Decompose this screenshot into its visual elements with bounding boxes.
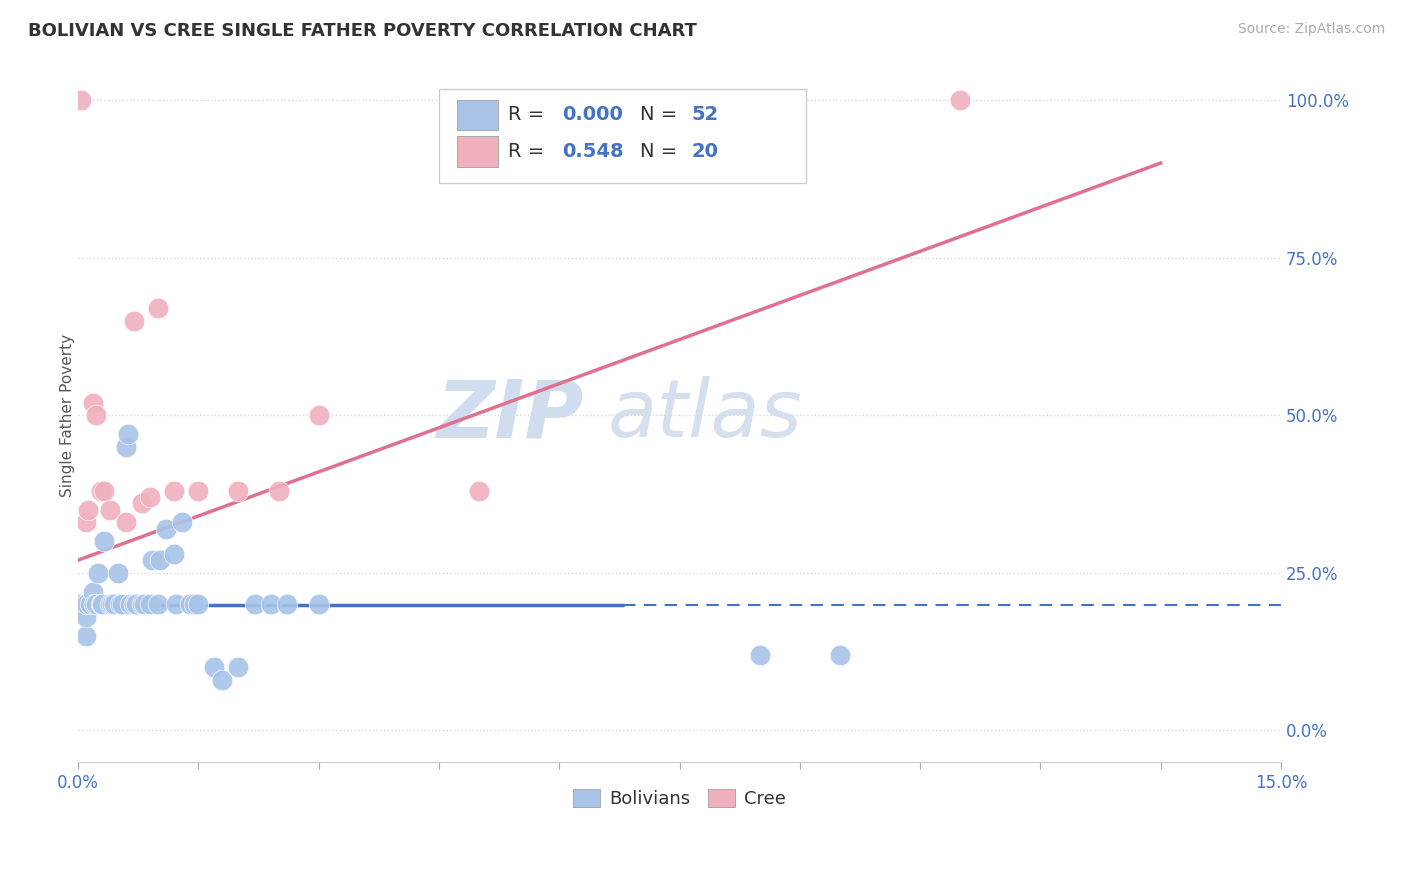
Point <box>308 408 330 422</box>
Point <box>179 597 201 611</box>
Point <box>141 553 163 567</box>
Point <box>75 516 97 530</box>
Point <box>165 597 187 611</box>
Text: R =: R = <box>508 105 550 125</box>
Point <box>115 516 138 530</box>
Point <box>87 566 110 580</box>
Legend: Bolivians, Cree: Bolivians, Cree <box>565 781 793 815</box>
Point <box>82 395 104 409</box>
Point <box>267 483 290 498</box>
Point <box>111 597 134 611</box>
Point <box>76 502 98 516</box>
Point <box>187 483 209 498</box>
Y-axis label: Single Father Poverty: Single Father Poverty <box>59 334 75 497</box>
Point <box>276 597 298 611</box>
Point <box>468 483 491 498</box>
Point <box>163 547 186 561</box>
Point <box>122 597 145 611</box>
Point <box>139 597 162 611</box>
Point <box>949 93 972 107</box>
Point <box>101 597 124 611</box>
Text: Source: ZipAtlas.com: Source: ZipAtlas.com <box>1237 22 1385 37</box>
Point <box>132 597 155 611</box>
Point <box>163 483 186 498</box>
Point <box>83 597 105 611</box>
Point <box>69 597 91 611</box>
Point <box>91 597 114 611</box>
Point <box>69 597 91 611</box>
Point <box>148 597 170 611</box>
Text: R =: R = <box>508 142 557 161</box>
Point <box>149 553 172 567</box>
Point <box>103 597 125 611</box>
Point <box>122 313 145 327</box>
Point <box>107 566 129 580</box>
Text: N =: N = <box>640 142 683 161</box>
Point <box>115 440 138 454</box>
Point <box>131 597 153 611</box>
Point <box>75 629 97 643</box>
Point <box>308 597 330 611</box>
Point <box>75 610 97 624</box>
Point <box>69 597 91 611</box>
Text: 0.548: 0.548 <box>561 142 623 161</box>
Point <box>90 597 112 611</box>
Point <box>91 597 114 611</box>
Point <box>75 597 97 611</box>
Point <box>79 597 101 611</box>
Point <box>98 502 121 516</box>
Point <box>243 597 266 611</box>
Point <box>84 597 107 611</box>
Text: ZIP: ZIP <box>436 376 583 454</box>
Text: atlas: atlas <box>607 376 801 454</box>
Point <box>155 522 177 536</box>
Point <box>98 597 121 611</box>
Point <box>228 483 250 498</box>
Point <box>172 516 194 530</box>
Point <box>75 597 97 611</box>
FancyBboxPatch shape <box>439 89 806 183</box>
Point <box>183 597 205 611</box>
Point <box>90 483 112 498</box>
Text: 20: 20 <box>692 142 718 161</box>
Point <box>211 673 233 687</box>
Point <box>131 496 153 510</box>
Point <box>259 597 281 611</box>
Point <box>69 93 91 107</box>
Point <box>125 597 148 611</box>
Point <box>187 597 209 611</box>
Point <box>75 597 97 611</box>
Point <box>69 597 91 611</box>
Point <box>108 597 131 611</box>
Point <box>93 534 115 549</box>
Point <box>139 490 162 504</box>
Point <box>120 597 142 611</box>
Point <box>748 648 770 662</box>
Point <box>93 483 115 498</box>
Point <box>117 427 139 442</box>
Point <box>204 660 226 674</box>
Point <box>75 597 97 611</box>
FancyBboxPatch shape <box>457 100 498 130</box>
Point <box>828 648 851 662</box>
Text: N =: N = <box>640 105 683 125</box>
Text: 0.000: 0.000 <box>561 105 623 125</box>
Text: BOLIVIAN VS CREE SINGLE FATHER POVERTY CORRELATION CHART: BOLIVIAN VS CREE SINGLE FATHER POVERTY C… <box>28 22 697 40</box>
Point <box>84 408 107 422</box>
Point <box>228 660 250 674</box>
FancyBboxPatch shape <box>457 136 498 167</box>
Text: 52: 52 <box>692 105 718 125</box>
Point <box>82 584 104 599</box>
Point <box>148 301 170 315</box>
